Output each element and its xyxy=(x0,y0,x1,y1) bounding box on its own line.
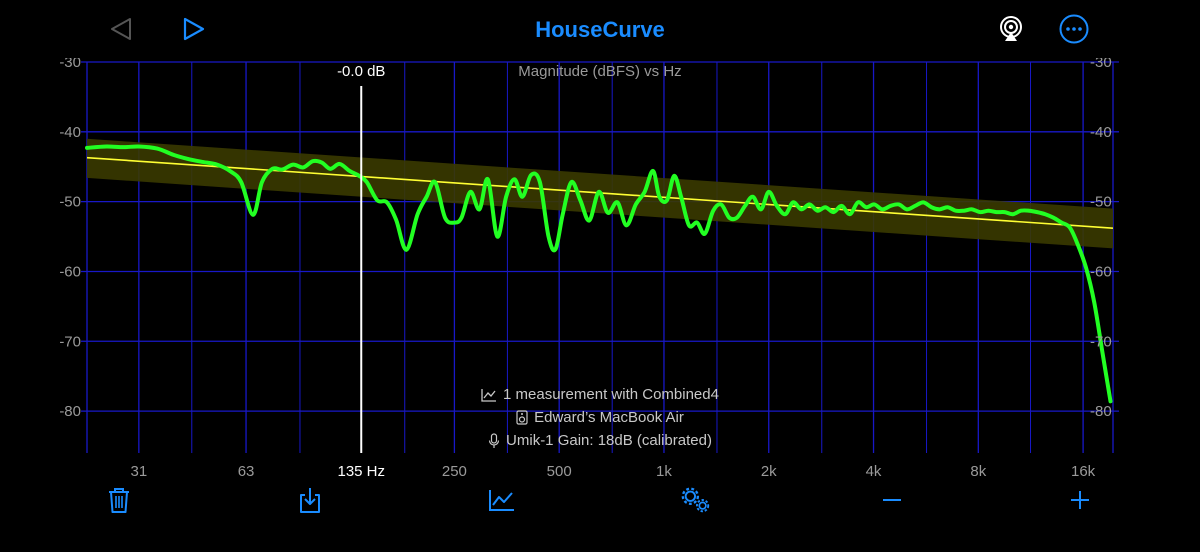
chart-title: Magnitude (dBFS) vs Hz xyxy=(518,63,681,80)
measurement-text: 1 measurement with Combined4 xyxy=(503,386,719,403)
speaker-icon xyxy=(516,410,528,425)
zoom-out-button[interactable] xyxy=(876,484,908,516)
delete-button[interactable] xyxy=(103,484,135,516)
back-button[interactable] xyxy=(106,14,136,44)
top-bar: HouseCurve xyxy=(0,0,1200,60)
y-tick-label-right: -30 xyxy=(1090,58,1112,71)
y-tick-label-left: -50 xyxy=(59,194,81,211)
zoom-in-button[interactable] xyxy=(1064,484,1096,516)
more-button[interactable] xyxy=(1059,14,1089,44)
y-tick-label-left: -80 xyxy=(59,403,81,420)
magnitude-chart[interactable]: Magnitude (dBFS) vs Hz -0.0 dB -30 -30 -40 -4… xyxy=(0,54,1200,483)
x-tick-label: 16k xyxy=(1071,463,1096,480)
y-tick-label-right: -70 xyxy=(1090,333,1112,350)
measurement-curve xyxy=(85,144,1113,404)
x-tick-label: 2k xyxy=(761,463,777,480)
chart-line-icon xyxy=(489,490,514,511)
airplay-icon xyxy=(1000,16,1022,41)
measurement-line: 1 measurement with Combined4 xyxy=(0,383,1200,406)
y-tick-label-left: -40 xyxy=(59,124,81,141)
cursor-value-label: -0.0 dB xyxy=(337,63,385,80)
y-tick-label-right: -50 xyxy=(1090,194,1112,211)
y-tick-label-right: -60 xyxy=(1090,263,1112,280)
y-tick-label-right: -40 xyxy=(1090,124,1112,141)
download-tray-icon xyxy=(300,488,320,513)
x-tick-label: 8k xyxy=(970,463,986,480)
import-button[interactable] xyxy=(294,484,326,516)
app-title: HouseCurve xyxy=(535,17,665,42)
measure-button[interactable] xyxy=(486,484,518,516)
trash-icon xyxy=(109,488,129,513)
mic-text: Umik-1 Gain: 18dB (calibrated) xyxy=(506,432,712,449)
x-tick-label: 31 xyxy=(130,463,147,480)
x-tick-label: 250 xyxy=(442,463,467,480)
chart-svg[interactable]: Magnitude (dBFS) vs Hz -0.0 dB -30 -30 -40 -4… xyxy=(0,54,1200,483)
play-button[interactable] xyxy=(179,14,209,44)
x-tick-label: 4k xyxy=(866,463,882,480)
microphone-icon xyxy=(488,432,500,448)
bottom-toolbar xyxy=(0,480,1200,520)
cursor-freq-label: 135 Hz xyxy=(337,463,385,480)
plus-icon xyxy=(1071,491,1089,509)
x-tick-label: 500 xyxy=(547,463,572,480)
mic-line: Umik-1 Gain: 18dB (calibrated) xyxy=(0,429,1200,452)
y-tick-label-left: -30 xyxy=(59,58,81,71)
minus-icon xyxy=(883,499,901,501)
chart-line-icon xyxy=(481,388,497,402)
triangle-left-icon xyxy=(111,18,131,40)
speaker-text: Edward’s MacBook Air xyxy=(534,409,684,426)
y-tick-label-left: -70 xyxy=(59,333,81,350)
triangle-right-icon xyxy=(183,17,205,41)
y-tick-label-right: -80 xyxy=(1090,403,1112,420)
y-tick-label-left: -60 xyxy=(59,263,81,280)
ellipsis-circle-icon xyxy=(1059,14,1089,44)
speaker-line: Edward’s MacBook Air xyxy=(0,406,1200,429)
x-tick-label: 1k xyxy=(656,463,672,480)
measurement-info: 1 measurement with Combined4 Edward’s Ma… xyxy=(0,383,1200,452)
x-tick-label: 63 xyxy=(238,463,255,480)
settings-button[interactable] xyxy=(680,484,712,516)
airplay-button[interactable] xyxy=(996,14,1026,44)
gears-icon xyxy=(681,487,710,513)
